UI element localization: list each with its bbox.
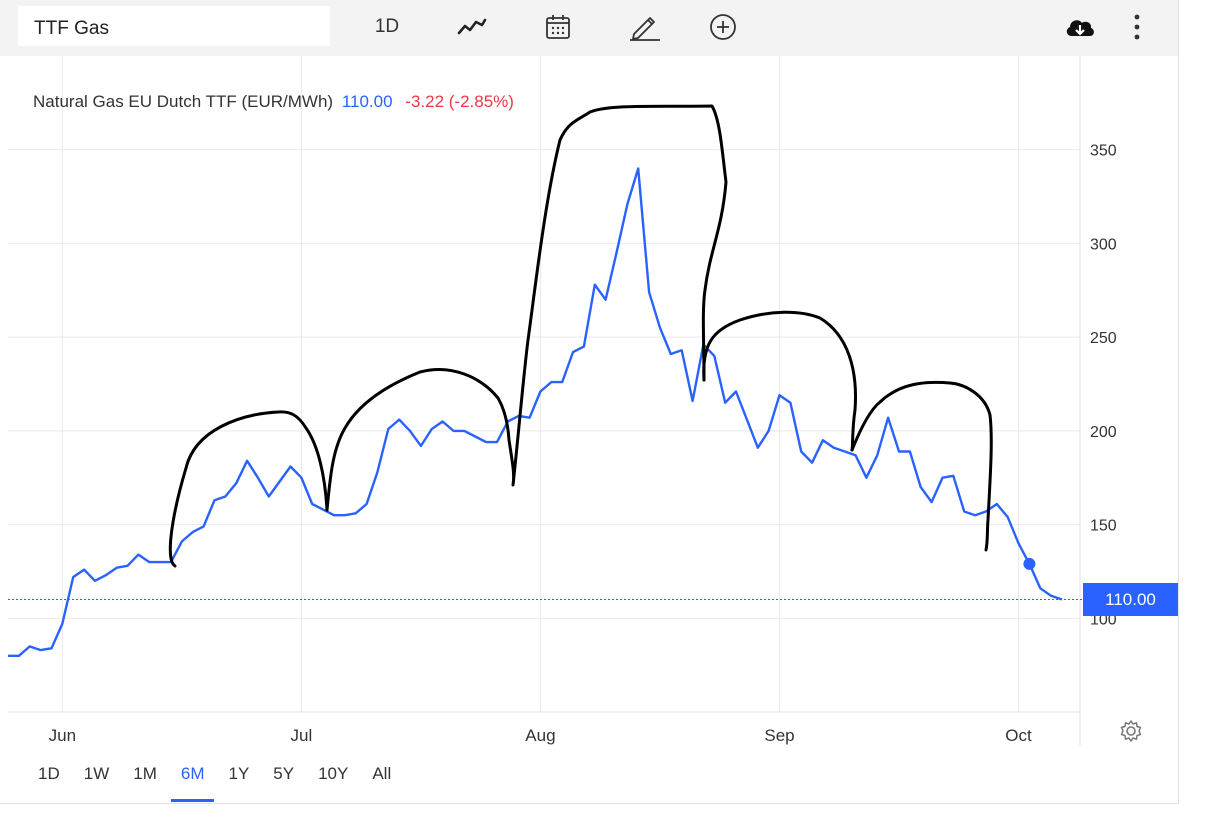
more-vertical-icon bbox=[1134, 14, 1140, 40]
y-tick-label: 300 bbox=[1090, 236, 1117, 253]
chart-grid bbox=[8, 56, 1080, 712]
x-tick-label: Jul bbox=[291, 726, 313, 745]
add-circle-icon bbox=[710, 14, 736, 40]
range-button-10y[interactable]: 10Y bbox=[318, 764, 349, 783]
range-button-6m[interactable]: 6M bbox=[170, 760, 215, 802]
y-tick-label: 250 bbox=[1090, 330, 1117, 347]
range-button-1y[interactable]: 1Y bbox=[228, 764, 250, 783]
legend-name: Natural Gas EU Dutch TTF (EUR/MWh) bbox=[33, 92, 334, 111]
chart-type-button[interactable] bbox=[452, 10, 492, 44]
x-tick-label: Oct bbox=[1005, 726, 1032, 745]
y-tick-label: 350 bbox=[1090, 143, 1117, 160]
range-button-all[interactable]: All bbox=[372, 764, 392, 783]
series-line bbox=[8, 167, 1063, 657]
legend-price: 110.00 bbox=[341, 92, 393, 111]
interval-button[interactable]: 1D bbox=[374, 16, 400, 37]
date-range-button[interactable] bbox=[538, 10, 578, 44]
calendar-icon bbox=[546, 15, 570, 39]
symbol-search-input[interactable]: TTF Gas bbox=[18, 6, 330, 46]
x-tick-label: Aug bbox=[525, 726, 555, 745]
chart-settings-button[interactable] bbox=[1118, 718, 1144, 744]
chart-legend: Natural Gas EU Dutch TTF (EUR/MWh) 110.0… bbox=[33, 92, 514, 112]
last-price-tag: 110.00 bbox=[1083, 583, 1178, 616]
series-marker bbox=[1023, 557, 1036, 570]
x-tick-label: Jun bbox=[49, 726, 76, 745]
range-button-5y[interactable]: 5Y bbox=[273, 764, 295, 783]
gear-icon bbox=[1120, 720, 1142, 742]
range-button-1m[interactable]: 1M bbox=[133, 764, 157, 783]
cloud-download-icon bbox=[1066, 20, 1094, 36]
draw-pencil-icon bbox=[630, 17, 660, 41]
x-tick-label: Sep bbox=[764, 726, 794, 745]
more-options-button[interactable] bbox=[1122, 10, 1152, 44]
line-chart-icon bbox=[457, 18, 487, 35]
add-indicator-button[interactable] bbox=[702, 10, 744, 44]
y-tick-label: 200 bbox=[1090, 424, 1117, 441]
y-tick-label: 150 bbox=[1090, 518, 1117, 535]
chart-toolbar: TTF Gas 1D bbox=[0, 0, 1178, 56]
time-range-selector: 1D 1W 1M 6M 1Y 5Y 10Y All bbox=[28, 760, 405, 802]
download-button[interactable] bbox=[1060, 10, 1100, 44]
legend-change: -3.22 (-2.85%) bbox=[405, 92, 514, 111]
range-button-1w[interactable]: 1W bbox=[83, 764, 110, 783]
drawing-tools-button[interactable] bbox=[622, 10, 666, 44]
freehand-annotation bbox=[168, 104, 993, 568]
range-button-1d[interactable]: 1D bbox=[38, 764, 60, 783]
